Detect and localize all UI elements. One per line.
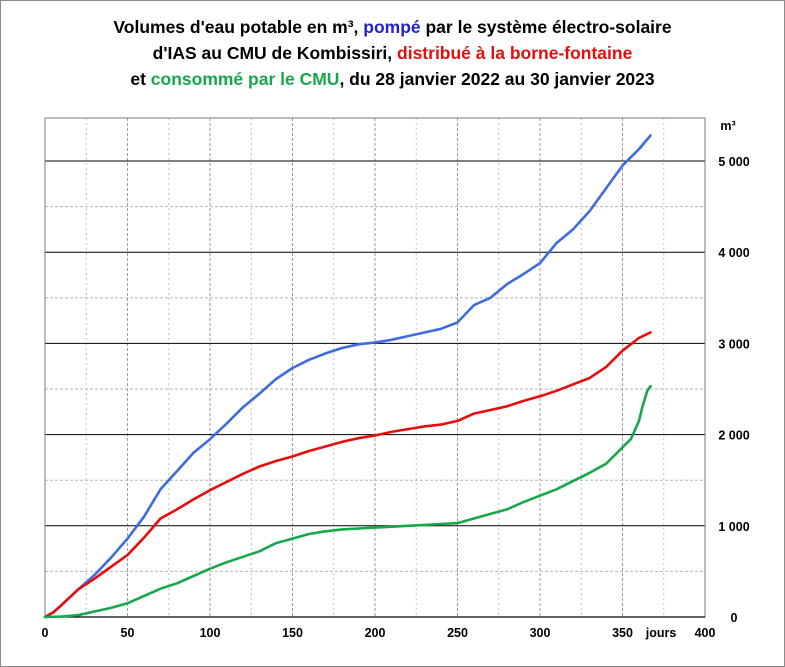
x-tick-label: 0 — [42, 626, 49, 640]
title-text: Volumes d'eau potable en m³, — [113, 17, 364, 37]
title-consumed: consommé par le CMU — [150, 69, 340, 89]
title-text: d'IAS au CMU de Kombissiri, — [152, 43, 398, 63]
series-line-2 — [43, 385, 652, 619]
title-line-3: et consommé par le CMU, du 28 janvier 20… — [0, 66, 785, 92]
title-text: par le système électro-solaire — [420, 17, 672, 37]
y-tick-label: 3 000 — [718, 337, 749, 351]
x-tick-label: 150 — [282, 626, 303, 640]
title-text: , du 28 janvier 2022 au 30 janvier 2023 — [339, 69, 655, 89]
y-tick-label: 2 000 — [718, 429, 749, 443]
y-tick-label: 0 — [731, 611, 738, 625]
y-axis-label: m³ — [720, 119, 735, 133]
title-line-1: Volumes d'eau potable en m³, pompé par l… — [0, 14, 785, 40]
chart-title: Volumes d'eau potable en m³, pompé par l… — [0, 14, 785, 92]
series-line-0 — [43, 134, 652, 619]
x-tick-label: 200 — [365, 626, 386, 640]
y-tick-label: 5 000 — [718, 155, 749, 169]
series-line-1 — [43, 331, 652, 619]
x-tick-label: 100 — [200, 626, 221, 640]
x-tick-label: 350 — [612, 626, 633, 640]
x-tick-label: 250 — [447, 626, 468, 640]
tick-labels: 0 50 100 150 200 250 300 350 400 0 1 000 2 000 3 000… — [42, 119, 750, 640]
title-text: et — [130, 69, 151, 89]
y-tick-label: 1 000 — [718, 520, 749, 534]
title-distributed: distribué à la borne-fontaine — [397, 43, 633, 63]
axes — [44, 117, 706, 618]
x-tick-label: 50 — [121, 626, 135, 640]
x-tick-label: 300 — [530, 626, 551, 640]
x-tick-label: 400 — [695, 626, 716, 640]
title-pumped: pompé — [363, 17, 421, 37]
title-line-2: d'IAS au CMU de Kombissiri, distribué à … — [0, 40, 785, 66]
x-axis-label: jours — [645, 626, 677, 640]
y-tick-label: 4 000 — [718, 246, 749, 260]
series-lines — [43, 134, 652, 619]
